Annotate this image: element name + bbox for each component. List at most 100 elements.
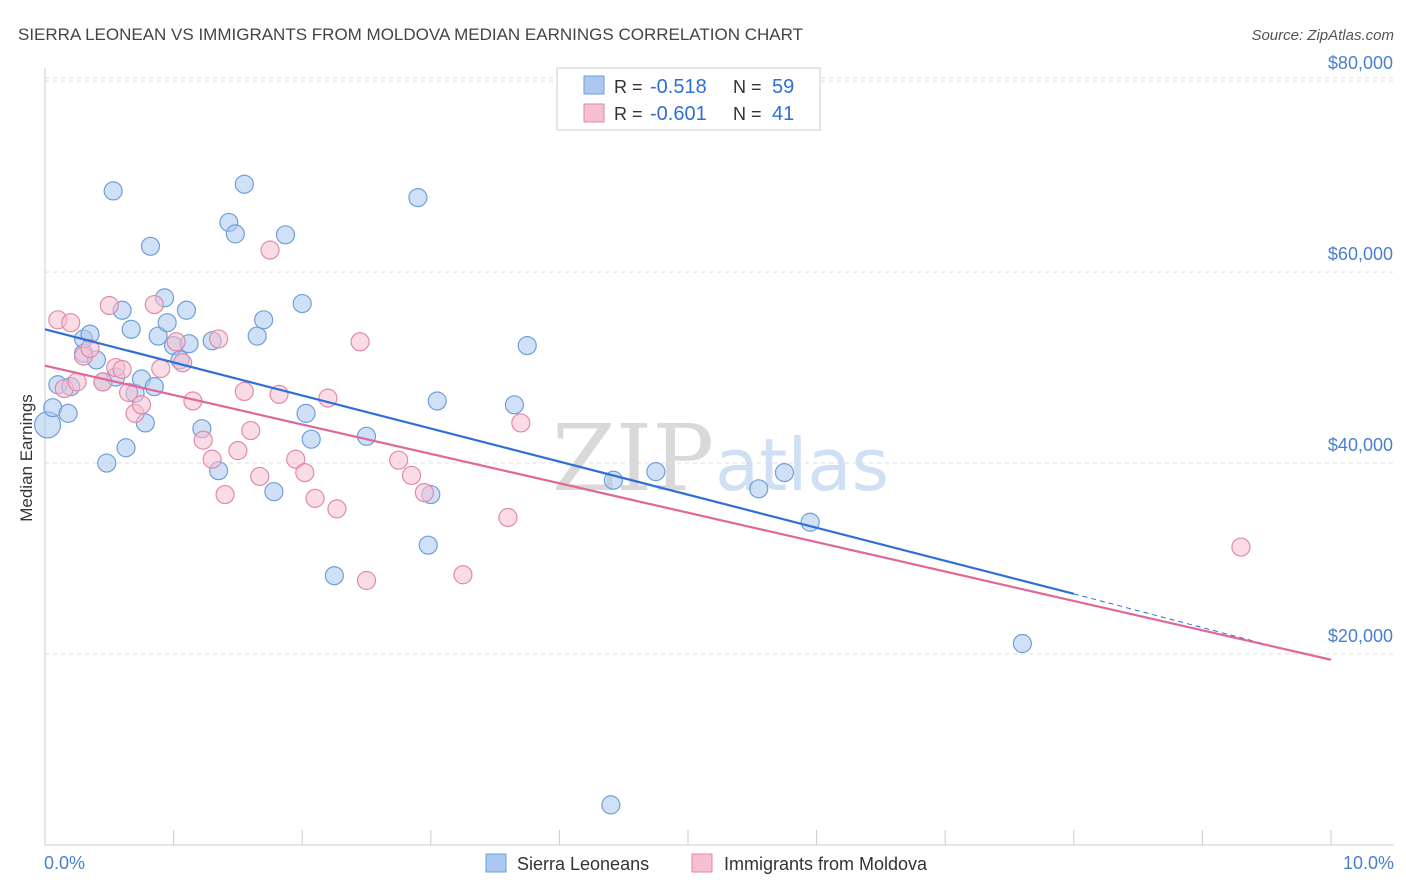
sierra-leonean-point (264, 482, 284, 502)
sierra-leonean-point (157, 313, 177, 333)
moldova-point (215, 484, 235, 505)
sierra-leonean-point (275, 225, 296, 245)
y-tick-label: $80,000 (1328, 53, 1393, 73)
trend-line-moldova (44, 364, 1332, 661)
trend-line-sierra-leoneans-extrapolated (1073, 593, 1267, 645)
sierra-leonean-point (121, 319, 141, 339)
sierra-leonean-point (324, 566, 344, 586)
y-axis-label: Median Earnings (17, 394, 36, 522)
moldova-point (234, 381, 254, 402)
moldova-point (389, 450, 409, 470)
sierra-leonean-point (749, 479, 769, 499)
sierra-leonean-point (408, 187, 428, 208)
moldova-point (93, 372, 113, 392)
stats-n-value-1: 59 (772, 76, 794, 98)
sierra-leonean-point (517, 335, 537, 356)
moldova-point (80, 338, 100, 359)
sierra-leonean-point (601, 795, 621, 815)
sierra-leonean-point (225, 224, 245, 244)
sierra-leonean-point (1012, 633, 1032, 654)
sierra-leonean-point (418, 535, 438, 555)
legend-swatch-sierra-leoneans (485, 853, 507, 873)
moldova-point (202, 449, 222, 469)
stats-r-label-1: R = (614, 77, 643, 97)
sierra-leonean-point (140, 236, 161, 256)
moldova-point (241, 420, 261, 441)
moldova-point (356, 570, 377, 591)
y-tick-labels: $20,000 $40,000 $60,000 $80,000 (1328, 53, 1393, 646)
moldova-point (193, 430, 213, 450)
legend-label-sierra-leoneans: Sierra Leoneans (517, 854, 649, 874)
moldova-point (131, 395, 152, 415)
sierra-leonean-point (356, 426, 377, 446)
stats-legend-swatch-blue (583, 75, 605, 95)
stats-r-value-2: -0.601 (650, 103, 707, 125)
stats-n-label-1: N = (733, 77, 762, 97)
bottom-legend: Sierra Leoneans Immigrants from Moldova (485, 853, 928, 874)
stats-legend: R = -0.518 N = 59 R = -0.601 N = 41 (556, 67, 821, 131)
moldova-point (414, 483, 434, 503)
sierra-leonean-point (247, 326, 267, 346)
sierra-leonean-point (774, 462, 795, 483)
sierra-leonean-point (148, 326, 168, 346)
moldova-point (1231, 537, 1251, 557)
axes (44, 68, 1394, 846)
y-tick-label: $20,000 (1328, 626, 1393, 646)
moldova-point (286, 449, 306, 469)
moldova-point (166, 332, 186, 352)
sierra-leonean-point (296, 403, 316, 423)
sierra-leonean-point (427, 391, 447, 411)
sierra-leonean-point (504, 395, 524, 415)
sierra-leonean-point (646, 462, 666, 482)
stats-r-value-1: -0.518 (650, 76, 707, 98)
watermark-atlas: atlas (715, 423, 889, 507)
moldova-point (209, 329, 229, 349)
moldova-point (144, 294, 164, 315)
moldova-point (295, 462, 315, 483)
sierra-leonean-point (254, 310, 274, 330)
moldova-point (453, 565, 473, 585)
y-tick-label: $40,000 (1328, 435, 1393, 455)
moldova-point (327, 499, 347, 519)
y-tick-label: $60,000 (1328, 244, 1393, 264)
x-tick-label-max: 10.0% (1343, 853, 1394, 873)
sierra-leonean-point (116, 438, 136, 458)
trend-line-sierra-leoneans (44, 328, 1075, 595)
legend-label-moldova: Immigrants from Moldova (724, 854, 928, 874)
moldova-point (305, 488, 325, 508)
chart-title: SIERRA LEONEAN VS IMMIGRANTS FROM MOLDOV… (18, 25, 803, 44)
stats-n-value-2: 41 (772, 103, 794, 125)
trend-lines (44, 328, 1332, 661)
moldova-point (250, 466, 270, 487)
moldova-point (498, 507, 518, 528)
moldova-point (112, 359, 132, 380)
moldova-point (228, 441, 248, 461)
moldova-point (350, 332, 370, 352)
moldova-point (118, 382, 139, 402)
moldova-point (151, 358, 171, 379)
x-tick-label-min: 0.0% (44, 853, 85, 873)
moldova-point (260, 240, 280, 260)
sierra-leonean-point (301, 429, 321, 449)
grid (45, 77, 1394, 655)
moldova-point (99, 295, 119, 316)
stats-n-label-2: N = (733, 104, 762, 124)
series-moldova-points (48, 240, 1251, 591)
moldova-point (401, 465, 422, 486)
sierra-leonean-point (234, 174, 254, 194)
sierra-leonean-point (103, 181, 123, 201)
sierra-leonean-point (58, 403, 78, 423)
x-tick-labels: 0.0% 10.0% (44, 853, 1394, 873)
moldova-point (511, 413, 531, 433)
legend-swatch-moldova (691, 853, 713, 873)
sierra-leonean-point (176, 300, 197, 320)
source-label: Source: ZipAtlas.com (1251, 27, 1394, 44)
stats-legend-swatch-pink (583, 103, 605, 123)
sierra-leonean-point (97, 453, 117, 473)
moldova-point (61, 313, 81, 333)
moldova-point (67, 372, 87, 392)
sierra-leonean-point (292, 293, 312, 314)
stats-r-label-2: R = (614, 104, 643, 124)
watermark: ZIP atlas (552, 405, 889, 512)
